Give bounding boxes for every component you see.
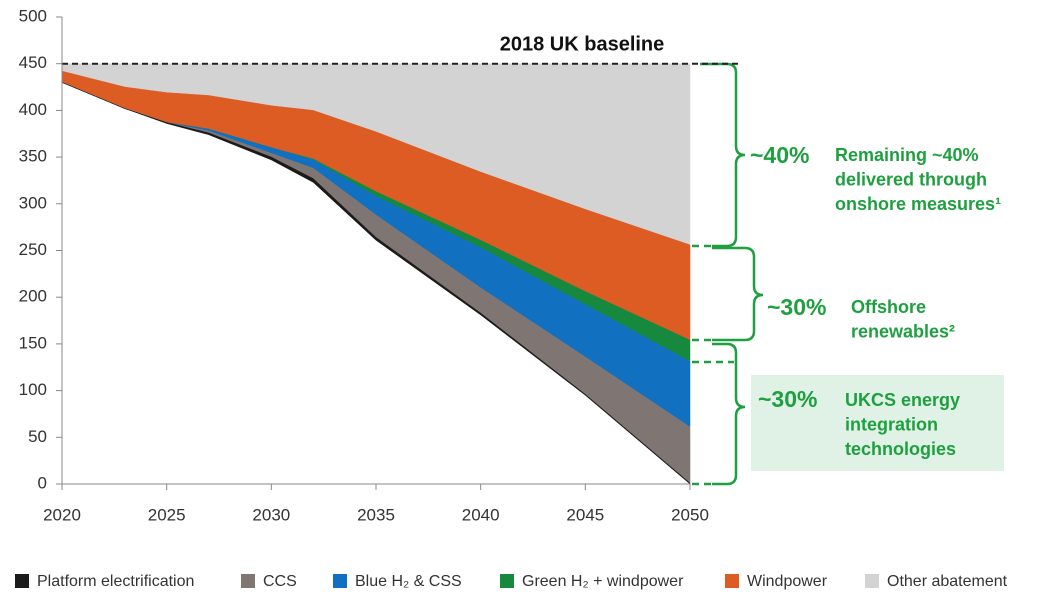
annotation-text: onshore measures¹ xyxy=(835,194,1001,214)
legend-label: Windpower xyxy=(747,573,828,590)
x-tick-label: 2050 xyxy=(671,505,709,524)
annotation-text: integration xyxy=(845,414,938,434)
legend-swatch xyxy=(500,574,514,588)
annotation-text: Remaining ~40% xyxy=(835,145,979,165)
legend-label: CCS xyxy=(263,573,297,590)
legend-label: Blue H₂ & CSS xyxy=(355,573,462,590)
annotation-text: technologies xyxy=(845,439,956,459)
y-tick-label: 50 xyxy=(28,427,47,446)
legend-swatch xyxy=(865,574,879,588)
annotation-text: renewables² xyxy=(851,321,955,341)
annotation-percent: ~40% xyxy=(750,142,809,168)
x-tick-label: 2030 xyxy=(252,505,290,524)
bracket xyxy=(712,246,764,342)
x-tick-label: 2025 xyxy=(148,505,186,524)
annotation-percent: ~30% xyxy=(767,294,826,320)
x-tick-label: 2020 xyxy=(43,505,81,524)
y-tick-label: 500 xyxy=(19,6,47,25)
annotation-text: delivered through xyxy=(835,169,987,189)
y-tick-label: 0 xyxy=(38,473,47,492)
legend-swatch xyxy=(333,574,347,588)
legend-swatch xyxy=(725,574,739,588)
y-tick-label: 200 xyxy=(19,287,47,306)
y-tick-label: 100 xyxy=(19,380,47,399)
y-tick-label: 150 xyxy=(19,333,47,352)
x-tick-label: 2040 xyxy=(462,505,500,524)
legend-swatch xyxy=(15,574,29,588)
x-tick-label: 2045 xyxy=(566,505,604,524)
chart-title: 2018 UK baseline xyxy=(500,33,665,55)
annotation-percent: ~30% xyxy=(758,386,817,412)
y-tick-label: 400 xyxy=(19,100,47,119)
bracket xyxy=(700,62,746,248)
bracket xyxy=(712,342,746,486)
legend-label: Green H₂ + windpower xyxy=(522,573,684,590)
y-tick-label: 250 xyxy=(19,240,47,259)
x-tick-label: 2035 xyxy=(357,505,395,524)
legend-label: Platform electrification xyxy=(37,573,194,590)
highlight-box xyxy=(751,375,1004,471)
annotation-text: UKCS energy xyxy=(845,390,960,410)
annotation-text: Offshore xyxy=(851,297,926,317)
y-tick-label: 350 xyxy=(19,147,47,166)
y-tick-label: 300 xyxy=(19,193,47,212)
y-tick-label: 450 xyxy=(19,53,47,72)
legend-swatch xyxy=(241,574,255,588)
areas xyxy=(61,63,691,485)
legend-label: Other abatement xyxy=(887,573,1008,590)
